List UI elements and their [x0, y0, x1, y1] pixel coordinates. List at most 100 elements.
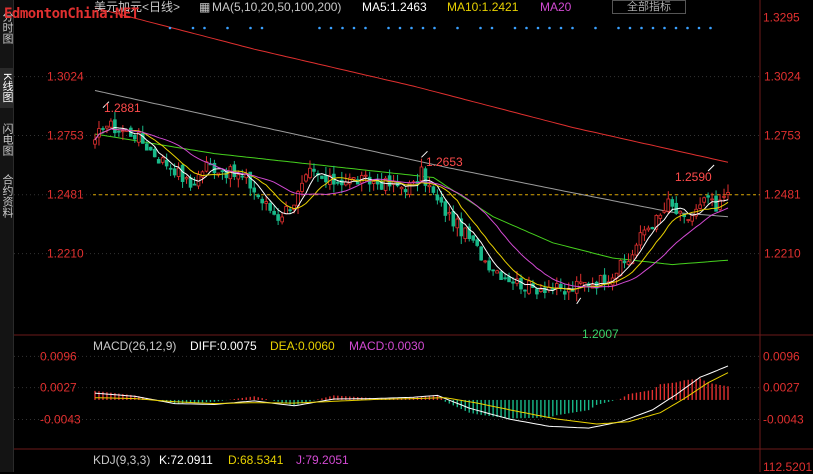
- candle-body: [642, 229, 647, 236]
- candle-body: [264, 201, 268, 204]
- candle-body: [93, 139, 97, 145]
- macd-value: MACD:0.0030: [349, 339, 425, 353]
- signal-dot: [697, 26, 701, 30]
- ma200-line: [94, 7, 729, 163]
- signal-dot: [640, 26, 643, 30]
- candle-body: [698, 204, 702, 209]
- tab-lightning[interactable]: 闪电图: [1, 122, 13, 156]
- candle-body: [152, 148, 157, 158]
- signal-dot: [410, 26, 413, 30]
- candle-body: [618, 260, 623, 277]
- annotation-pointer: [102, 101, 110, 109]
- signal-dot: [203, 26, 206, 30]
- candle-body: [722, 195, 726, 198]
- ma10-readout: MA10:1.2421: [447, 0, 519, 14]
- candle-body: [447, 212, 452, 215]
- candle-body: [403, 189, 408, 193]
- candle-body: [499, 271, 503, 280]
- candle-body: [702, 197, 706, 203]
- annotation-pointer: [707, 164, 715, 172]
- all-indicators-button[interactable]: 全部指标: [612, 0, 686, 14]
- candle-body: [694, 208, 698, 217]
- macd-axis-tick: 0.0096: [763, 349, 800, 363]
- high-label-1: 1.2881: [104, 101, 141, 115]
- candle-body: [654, 214, 659, 230]
- candle-body: [662, 210, 667, 213]
- candle-body: [630, 254, 635, 265]
- candle-body: [192, 183, 197, 186]
- signal-dot: [686, 26, 689, 30]
- macd-axis-tick-left: 0.0096: [40, 349, 77, 363]
- candle-body: [511, 281, 515, 284]
- candle-body: [622, 260, 627, 264]
- candle-body: [340, 179, 344, 186]
- candle-body: [268, 203, 272, 211]
- signal-dot: [421, 26, 425, 30]
- macd-title: MACD(26,12,9): [93, 339, 177, 353]
- tab-time-share[interactable]: 分时图: [1, 10, 13, 44]
- signal-dot: [398, 26, 402, 30]
- candle-body: [216, 172, 221, 175]
- macd-dea-line: [94, 372, 729, 425]
- candle-body: [260, 198, 264, 204]
- price-axis-tick-left: 1.2481: [47, 188, 84, 202]
- ma-settings-icon[interactable]: ▦: [199, 0, 211, 14]
- macd-axis-tick: 0.0027: [763, 381, 800, 395]
- signal-dot: [387, 26, 390, 30]
- candle-body: [714, 195, 718, 212]
- candle-body: [320, 175, 324, 179]
- signal-dot: [479, 26, 482, 30]
- candle-body: [399, 186, 404, 190]
- candle-body: [706, 195, 710, 198]
- low-label: 1.2007: [582, 327, 619, 341]
- candle-body: [495, 270, 499, 274]
- tab-contract-info[interactable]: 合约资料: [1, 174, 13, 218]
- price-axis-tick: 1.3024: [764, 70, 801, 84]
- kdj-d: D:68.5341: [228, 453, 284, 467]
- tab-kline[interactable]: K线图: [0, 68, 13, 108]
- candle-body: [539, 288, 543, 292]
- ma10-line: [94, 128, 729, 291]
- candle-body: [355, 179, 360, 185]
- signal-dot: [709, 26, 712, 30]
- candle-body: [101, 128, 105, 130]
- candle-body: [555, 283, 559, 289]
- ma-parameters[interactable]: MA(5,10,20,50,100,200): [212, 0, 342, 14]
- ma100-line: [94, 90, 729, 218]
- ma50-line: [94, 133, 729, 266]
- candle-body: [419, 166, 424, 182]
- candle-body: [113, 119, 117, 134]
- price-axis-tick: 1.2753: [764, 129, 801, 143]
- kdj-title: KDJ(9,3,3): [93, 453, 151, 467]
- signal-dot: [490, 26, 494, 30]
- candle-body: [443, 201, 448, 216]
- candle-body: [172, 168, 177, 176]
- candle-body: [308, 167, 312, 179]
- candle-body: [451, 211, 456, 227]
- symbol-label: 美元加元<日线>: [94, 0, 181, 14]
- signal-dot: [663, 26, 666, 30]
- high-label-2: 1.2653: [426, 155, 463, 169]
- kdj-k: K:72.0911: [159, 453, 213, 467]
- macd-axis-tick: -0.0043: [763, 412, 804, 426]
- chart-header: 美元加元<日线> ▦ MA(5,10,20,50,100,200) MA5:1.…: [14, 0, 813, 14]
- candle-body: [212, 162, 217, 174]
- candle-body: [133, 134, 137, 140]
- candle-body: [710, 198, 714, 201]
- candle-body: [324, 174, 328, 183]
- candle-body: [602, 274, 607, 285]
- candle-body: [371, 181, 376, 184]
- candle-body: [105, 125, 109, 129]
- signal-dot: [260, 26, 264, 30]
- candle-body: [455, 218, 460, 229]
- candle-body: [562, 291, 567, 295]
- kdj-axis-tick: 112.5201: [763, 460, 813, 474]
- signal-dot: [341, 26, 344, 30]
- candle-body: [467, 226, 472, 240]
- candle-body: [507, 276, 511, 283]
- candle-body: [188, 177, 193, 188]
- price-axis-tick-left: 1.3024: [47, 70, 84, 84]
- candle-body: [690, 214, 694, 222]
- candle-body: [439, 197, 444, 203]
